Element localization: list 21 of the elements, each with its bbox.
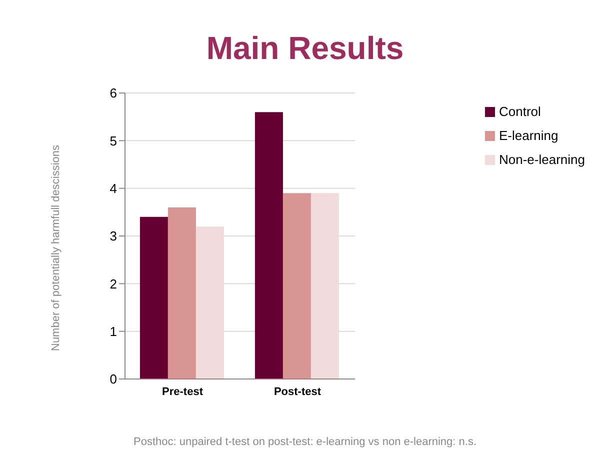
chart-title: Main Results <box>205 30 405 67</box>
bar <box>254 112 283 379</box>
legend-label: Control <box>499 104 541 119</box>
bar <box>140 216 168 379</box>
y-tick-label: 2 <box>110 276 117 292</box>
legend-label: E-learning <box>499 128 558 143</box>
bar <box>310 193 339 379</box>
y-tick-label: 4 <box>110 180 117 196</box>
y-tick-label: 3 <box>110 228 117 244</box>
x-tick-label: Post-test <box>274 386 322 398</box>
bar <box>282 193 311 379</box>
x-tick-label: Pre-test <box>162 386 204 398</box>
text: Posthoc: unpaired t-test on post-test: e-learning vs non e-learning: n.s. <box>132 436 478 448</box>
bar <box>168 207 196 379</box>
bar <box>196 226 224 379</box>
y-tick-label: 6 <box>110 86 117 101</box>
y-axis-title: Number of potentially harmfull descissions <box>50 144 62 351</box>
legend-label: Non-e-learning <box>499 152 585 167</box>
y-tick-label: 1 <box>110 324 117 339</box>
y-tick-label: 5 <box>110 133 117 148</box>
y-tick-label: 0 <box>110 372 117 387</box>
